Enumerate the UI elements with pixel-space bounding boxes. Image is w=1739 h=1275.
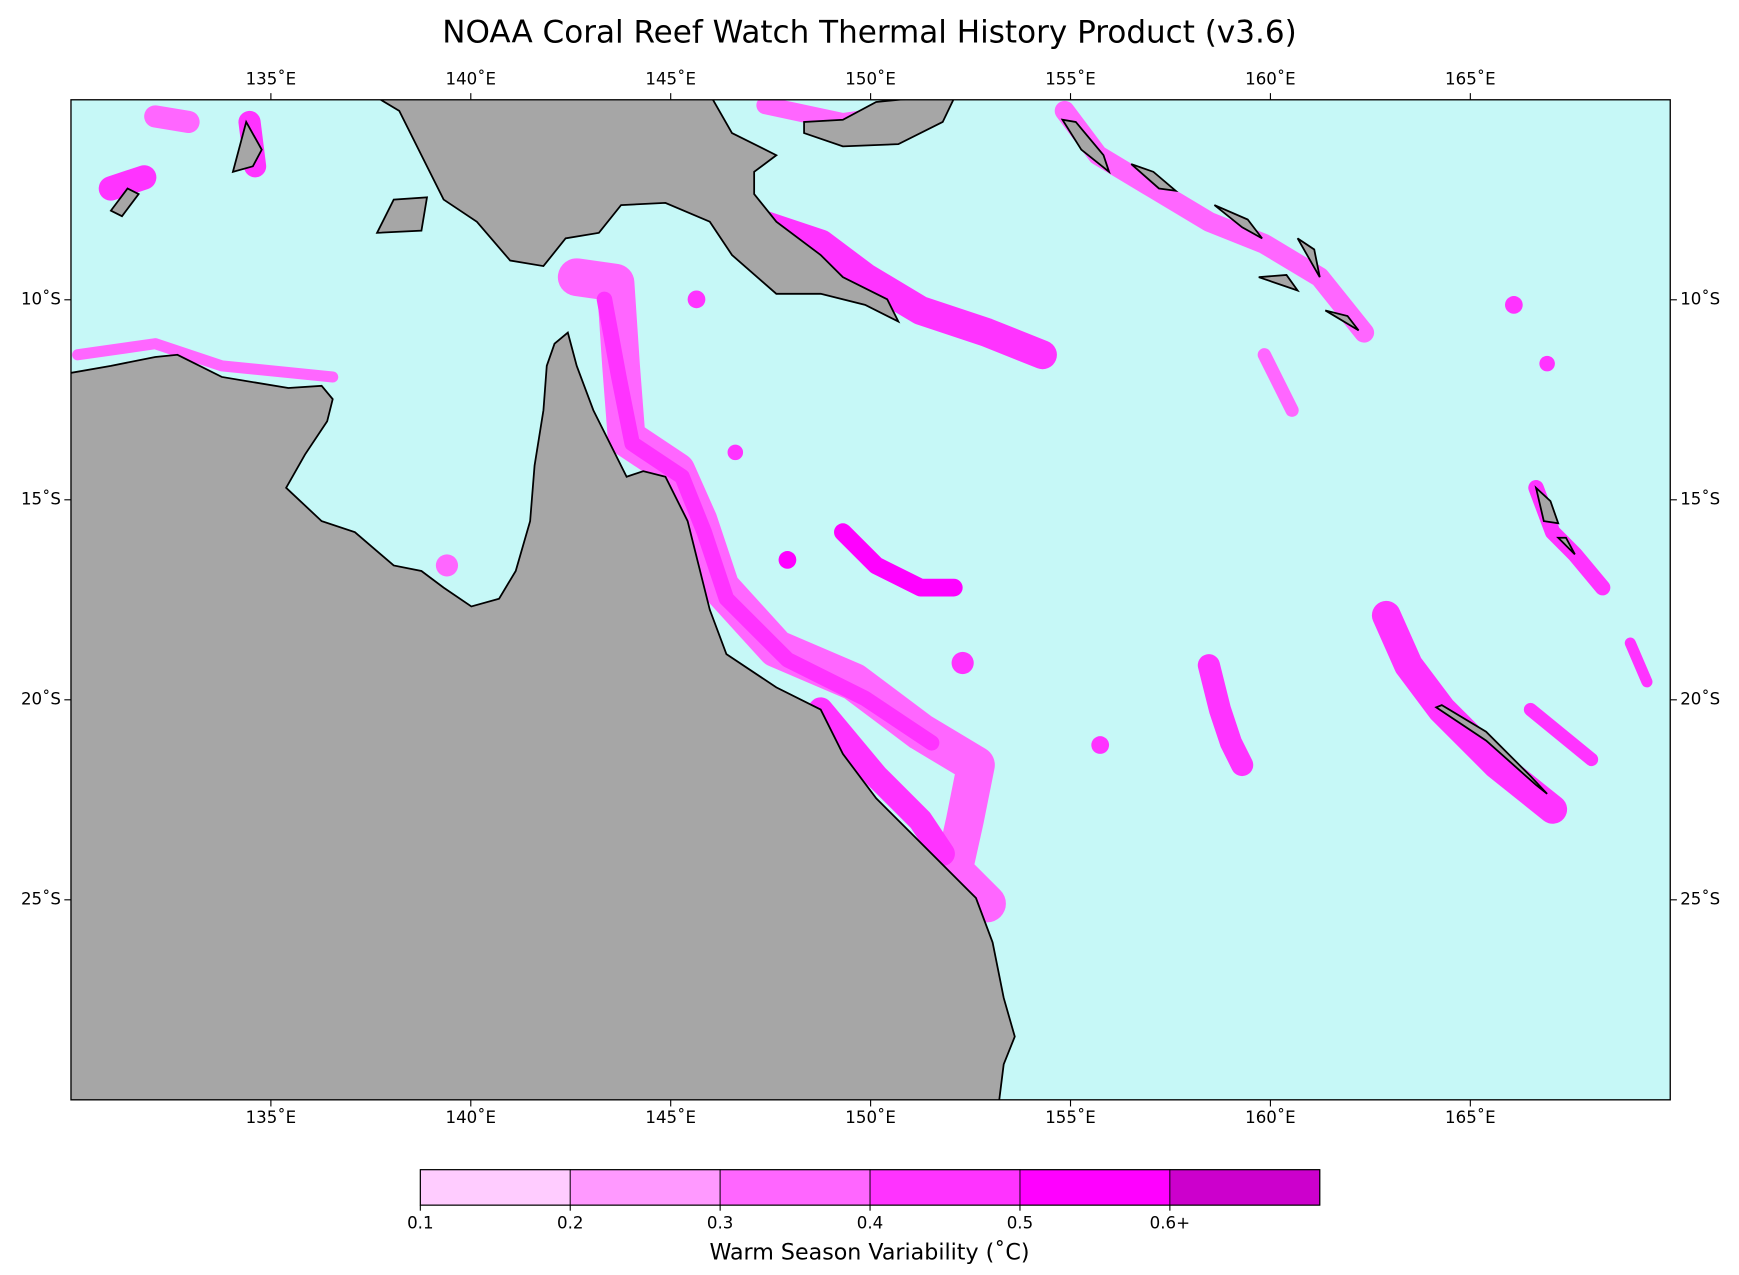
y-tick-label: 25˚S bbox=[21, 889, 61, 908]
y-tick-label: 10˚S bbox=[1680, 289, 1720, 308]
x-tick-label: 155˚E bbox=[1045, 1108, 1096, 1127]
x-tick-label: 165˚E bbox=[1445, 1108, 1496, 1127]
x-tick-label: 140˚E bbox=[446, 69, 497, 88]
y-tick-label: 15˚S bbox=[21, 489, 61, 508]
colorbar-tick-label: 0.1 bbox=[407, 1214, 433, 1233]
y-tick-label: 15˚S bbox=[1680, 489, 1720, 508]
colorbar-segment bbox=[569, 1169, 721, 1206]
y-tick-label: 25˚S bbox=[1680, 889, 1720, 908]
x-tick-label: 155˚E bbox=[1045, 69, 1096, 88]
colorbar-segment bbox=[719, 1169, 871, 1206]
x-tick-label: 145˚E bbox=[645, 69, 696, 88]
x-tick-label: 160˚E bbox=[1245, 69, 1296, 88]
x-tick-label: 145˚E bbox=[645, 1108, 696, 1127]
colorbar-tick-label: 0.5 bbox=[1007, 1214, 1033, 1233]
colorbar-label: Warm Season Variability (˚C) bbox=[710, 1238, 1030, 1265]
colorbar-tick-label: 0.3 bbox=[707, 1214, 733, 1233]
colorbar-segment bbox=[1019, 1169, 1171, 1206]
colorbar-segment bbox=[419, 1169, 571, 1206]
chart-title: NOAA Coral Reef Watch Thermal History Pr… bbox=[442, 14, 1296, 50]
y-tick-label: 20˚S bbox=[1680, 689, 1720, 708]
colorbar-tick-label: 0.6+ bbox=[1150, 1214, 1190, 1233]
colorbar-tick-label: 0.4 bbox=[857, 1214, 883, 1233]
colorbar-tick-label: 0.2 bbox=[557, 1214, 583, 1233]
y-tick-label: 20˚S bbox=[21, 689, 61, 708]
x-tick-label: 140˚E bbox=[446, 1108, 497, 1127]
x-tick-label: 135˚E bbox=[246, 69, 297, 88]
x-tick-label: 135˚E bbox=[246, 1108, 297, 1127]
x-tick-label: 150˚E bbox=[845, 1108, 896, 1127]
land bbox=[70, 99, 1576, 1100]
colorbar-segment bbox=[1169, 1169, 1321, 1206]
x-tick-label: 160˚E bbox=[1245, 1108, 1296, 1127]
x-tick-label: 150˚E bbox=[845, 69, 896, 88]
x-tick-label: 165˚E bbox=[1445, 69, 1496, 88]
map-layer bbox=[70, 99, 1653, 1100]
y-tick-label: 10˚S bbox=[21, 289, 61, 308]
colorbar-segment bbox=[869, 1169, 1021, 1206]
